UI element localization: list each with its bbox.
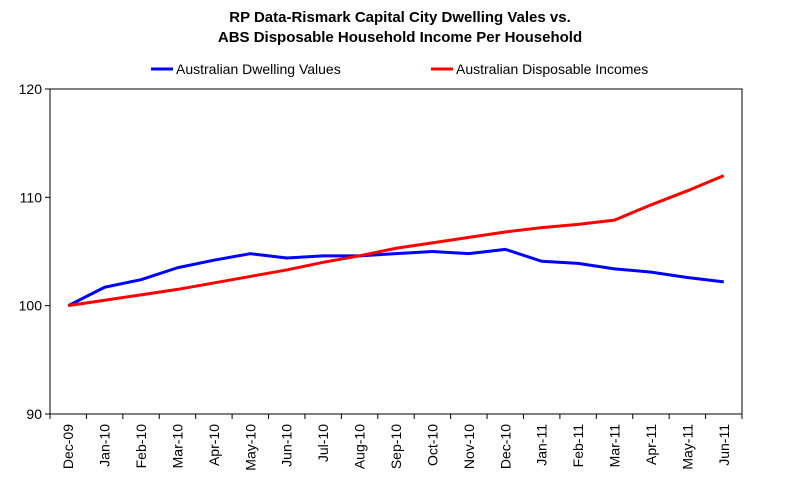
x-tick-label: Sep-10 — [388, 424, 404, 469]
x-tick-label: Dec-10 — [497, 424, 513, 469]
x-tick-label: Apr-11 — [643, 424, 659, 465]
legend-label-disposable-incomes: Australian Disposable Incomes — [456, 61, 648, 77]
x-tick-label: Jan-10 — [97, 424, 113, 467]
series-line-disposable-incomes — [67, 174, 725, 308]
series-line-dwelling-values — [67, 247, 724, 308]
x-tick-label: Dec-09 — [60, 424, 76, 469]
x-tick-label: Jan-11 — [534, 424, 550, 466]
y-tick-label: 100 — [19, 298, 43, 314]
x-tick-label: Aug-10 — [352, 424, 368, 469]
y-tick-label: 90 — [26, 406, 42, 422]
x-tick-label: Jun-10 — [279, 424, 295, 467]
x-tick-label: Oct-10 — [424, 424, 440, 466]
legend: Australian Dwelling Values Australian Di… — [151, 61, 648, 77]
legend-label-dwelling-values: Australian Dwelling Values — [176, 61, 341, 77]
x-tick-label: Feb-10 — [133, 424, 149, 469]
plot-area-frame — [49, 88, 743, 415]
y-tick-label: 120 — [19, 81, 43, 97]
y-tick-label: 110 — [20, 189, 43, 205]
x-tick-label: May-10 — [242, 424, 258, 471]
series-layer — [67, 174, 725, 308]
y-axis: 90 100 110 120 — [19, 81, 50, 422]
x-tick-label: Apr-10 — [206, 424, 222, 466]
x-tick-label: Nov-10 — [461, 424, 477, 469]
x-tick-label: Mar-10 — [169, 424, 185, 469]
x-tick-label: Feb-11 — [570, 424, 586, 468]
x-tick-label: Jun-11 — [716, 424, 732, 466]
chart-title-line2: ABS Disposable Household Income Per Hous… — [218, 29, 582, 46]
x-tick-label: Mar-11 — [607, 424, 623, 468]
chart-title-line1: RP Data-Rismark Capital City Dwelling Va… — [229, 9, 571, 26]
x-tick-label: Jul-10 — [315, 424, 331, 462]
x-tick-label: May-11 — [679, 424, 695, 470]
x-axis: Dec-09 Jan-10 Feb-10 Mar-10 Apr-10 May-10 Jun-… — [49, 414, 743, 471]
